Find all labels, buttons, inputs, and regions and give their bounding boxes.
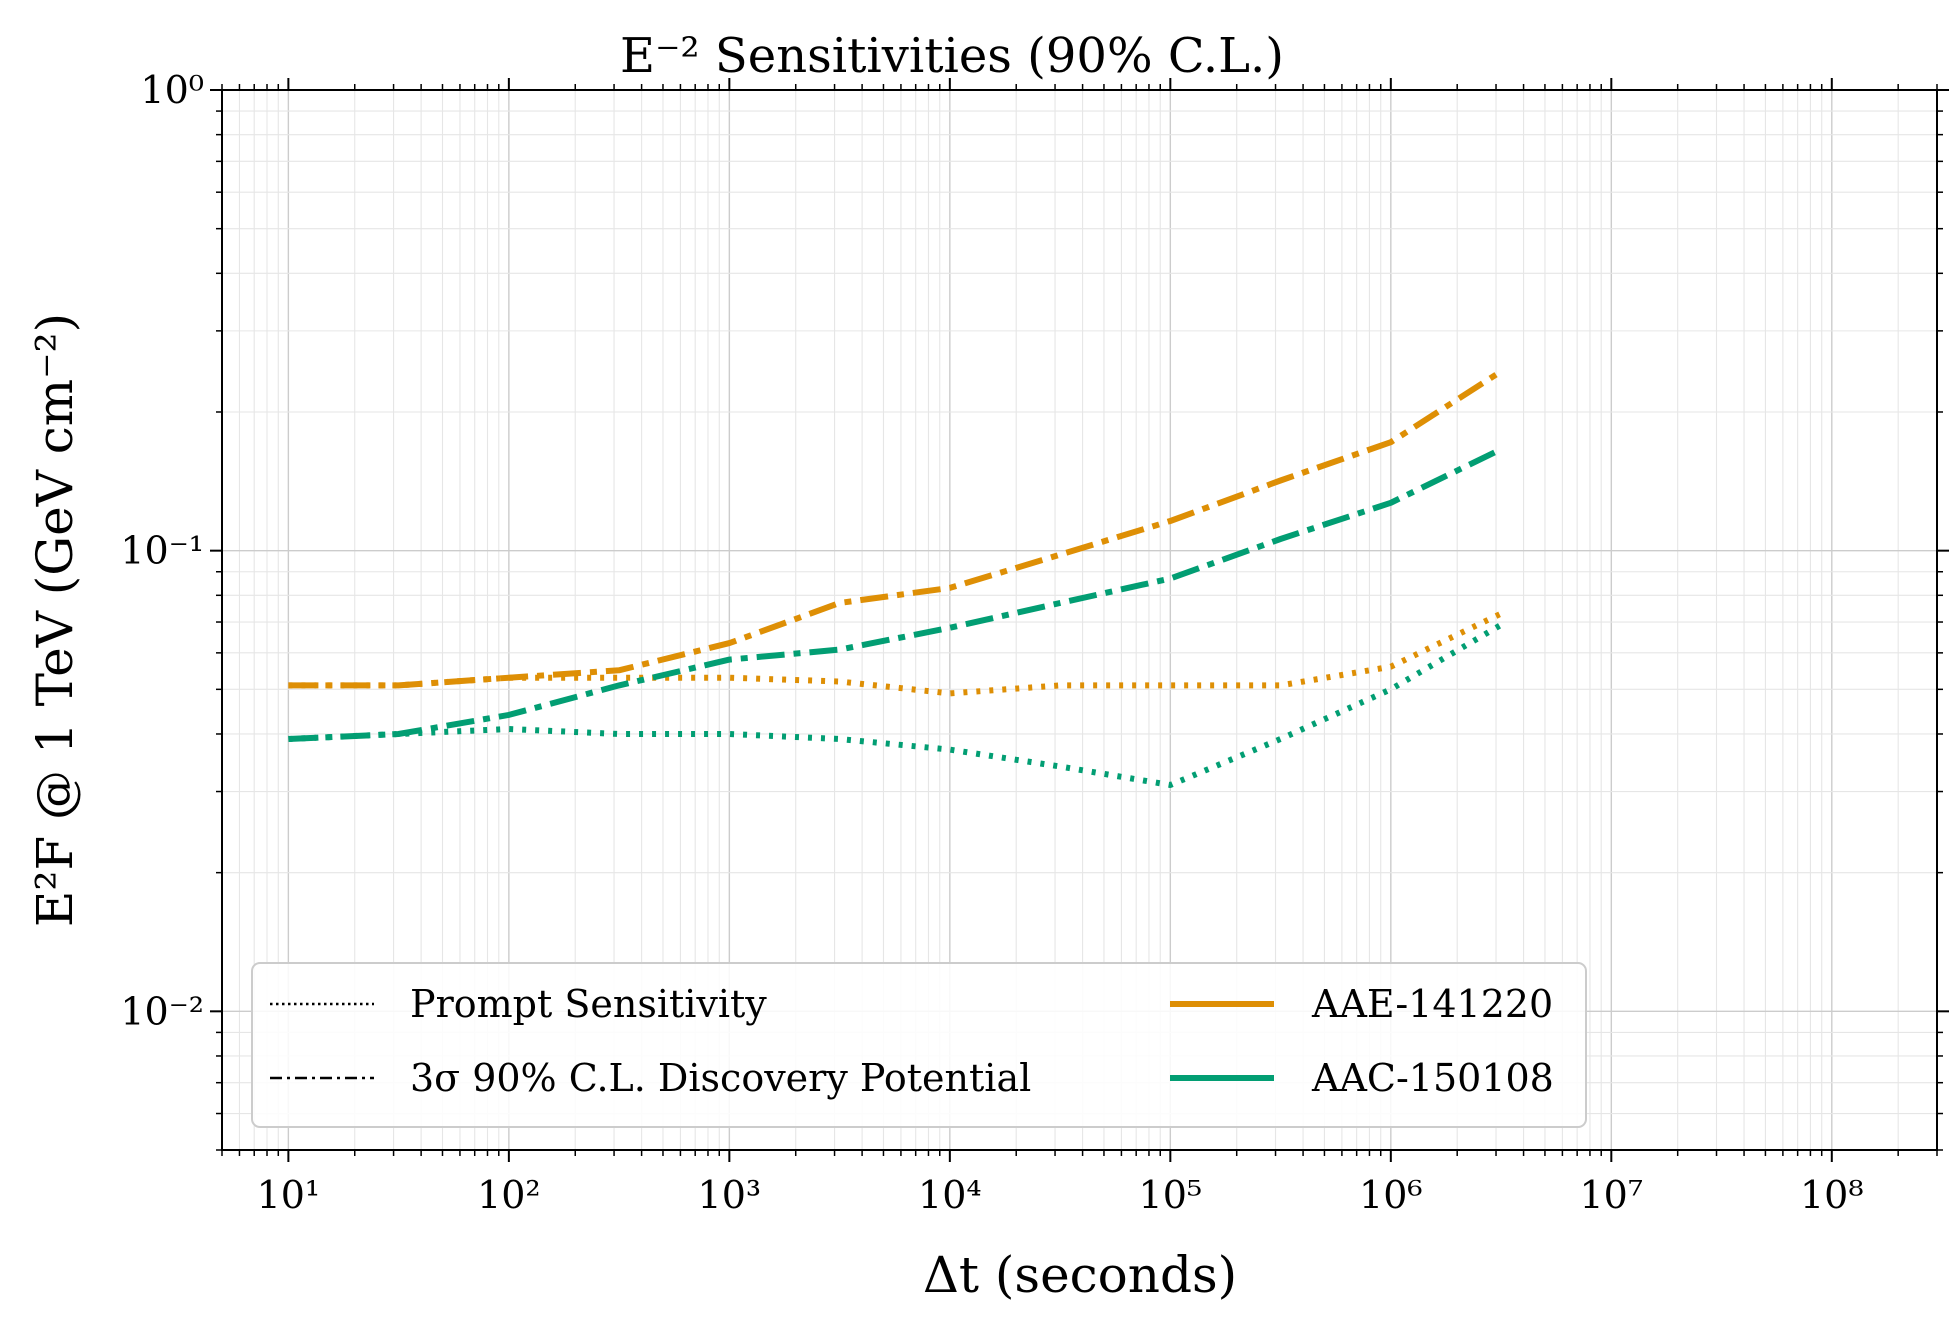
x-tick-label: 10⁵ <box>1139 1173 1203 1217</box>
legend-label-aac: AAC-150108 <box>1311 1056 1554 1100</box>
x-axis-label: Δt (seconds) <box>923 1246 1237 1304</box>
legend-label-prompt: Prompt Sensitivity <box>410 982 767 1026</box>
series-line-aac-150108-dashdot <box>288 446 1503 742</box>
y-tick-label: 10⁻² <box>120 989 204 1033</box>
x-tick-label: 10⁴ <box>918 1173 982 1217</box>
x-tick-label: 10⁶ <box>1359 1173 1423 1217</box>
legend: Prompt Sensitivity 3σ 90% C.L. Discovery… <box>251 962 1587 1128</box>
y-axis-label: E²F @ 1 TeV (GeV cm⁻²) <box>26 313 84 927</box>
x-tick-label: 10³ <box>698 1173 762 1217</box>
x-tick-label: 10⁷ <box>1580 1173 1644 1217</box>
series-line-aae-141220-dashdot <box>288 368 1503 689</box>
x-tick-label: 10⁸ <box>1800 1173 1864 1217</box>
plot-frame <box>221 89 1938 1151</box>
y-tick-label: 10⁻¹ <box>120 529 204 573</box>
series-lines <box>288 368 1503 788</box>
y-tick-label: 10⁰ <box>140 68 204 112</box>
axis-ticks <box>210 78 1949 1162</box>
chart-title: E⁻² Sensitivities (90% C.L.) <box>620 28 1284 84</box>
tick-labels: 10¹ 10² 10³ 10⁴ 10⁵ 10⁶ 10⁷ 10⁸ 10⁻² 10⁻¹ 10⁰ <box>120 68 1863 1217</box>
x-tick-label: 10¹ <box>257 1173 321 1217</box>
legend-label-aae: AAE-141220 <box>1311 982 1553 1026</box>
x-tick-label: 10² <box>477 1173 541 1217</box>
legend-label-discovery: 3σ 90% C.L. Discovery Potential <box>410 1056 1031 1100</box>
